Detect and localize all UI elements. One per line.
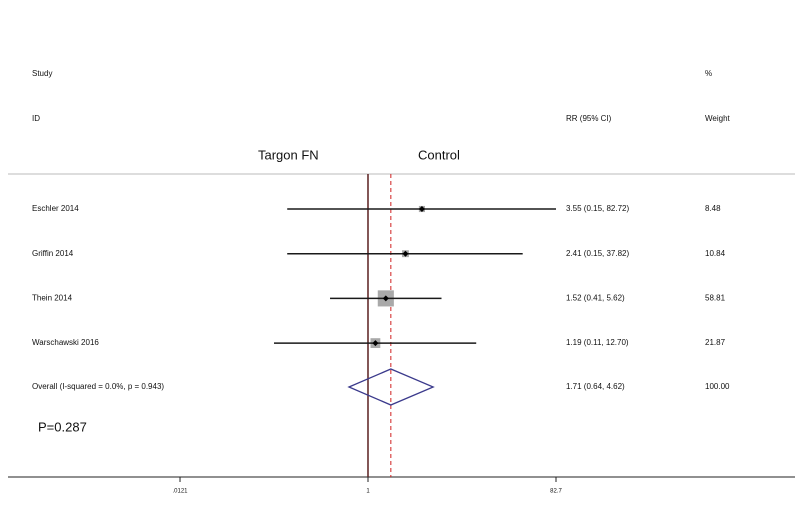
header-weight: Weight — [705, 114, 731, 123]
weight-label: 10.84 — [705, 249, 726, 258]
ci-label: 1.71 (0.64, 4.62) — [566, 382, 625, 391]
favours-left: Targon FN — [258, 147, 319, 162]
study-name: Thein 2014 — [32, 294, 73, 303]
header-study: Study — [32, 69, 52, 78]
weight-label: 100.00 — [705, 382, 730, 391]
x-tick-label: 1 — [366, 489, 370, 495]
header-id: ID — [32, 114, 40, 123]
x-tick-label: .0121 — [173, 489, 189, 495]
ci-label: 1.52 (0.41, 5.62) — [566, 294, 625, 303]
point-estimate — [418, 206, 425, 212]
point-estimate — [382, 295, 389, 302]
p-value: P=0.287 — [38, 419, 87, 434]
x-tick-label: 82.7 — [550, 489, 562, 495]
ci-label: 3.55 (0.15, 82.72) — [566, 204, 629, 213]
weight-label: 58.81 — [705, 294, 726, 303]
overall-name: Overall (I-squared = 0.0%, p = 0.943) — [32, 382, 164, 391]
study-name: Griffin 2014 — [32, 249, 74, 258]
study-name: Eschler 2014 — [32, 204, 79, 213]
study-name: Warschawski 2016 — [32, 338, 99, 347]
overall-diamond — [347, 368, 435, 406]
weight-label: 8.48 — [705, 204, 721, 213]
header-percent: % — [705, 69, 712, 78]
ci-label: 2.41 (0.15, 37.82) — [566, 249, 629, 258]
ci-label: 1.19 (0.11, 12.70) — [566, 338, 629, 347]
favours-right: Control — [418, 147, 460, 162]
weight-label: 21.87 — [705, 338, 726, 347]
point-estimate — [372, 340, 379, 347]
header-ci: RR (95% CI) — [566, 114, 612, 123]
point-estimate — [402, 250, 409, 257]
